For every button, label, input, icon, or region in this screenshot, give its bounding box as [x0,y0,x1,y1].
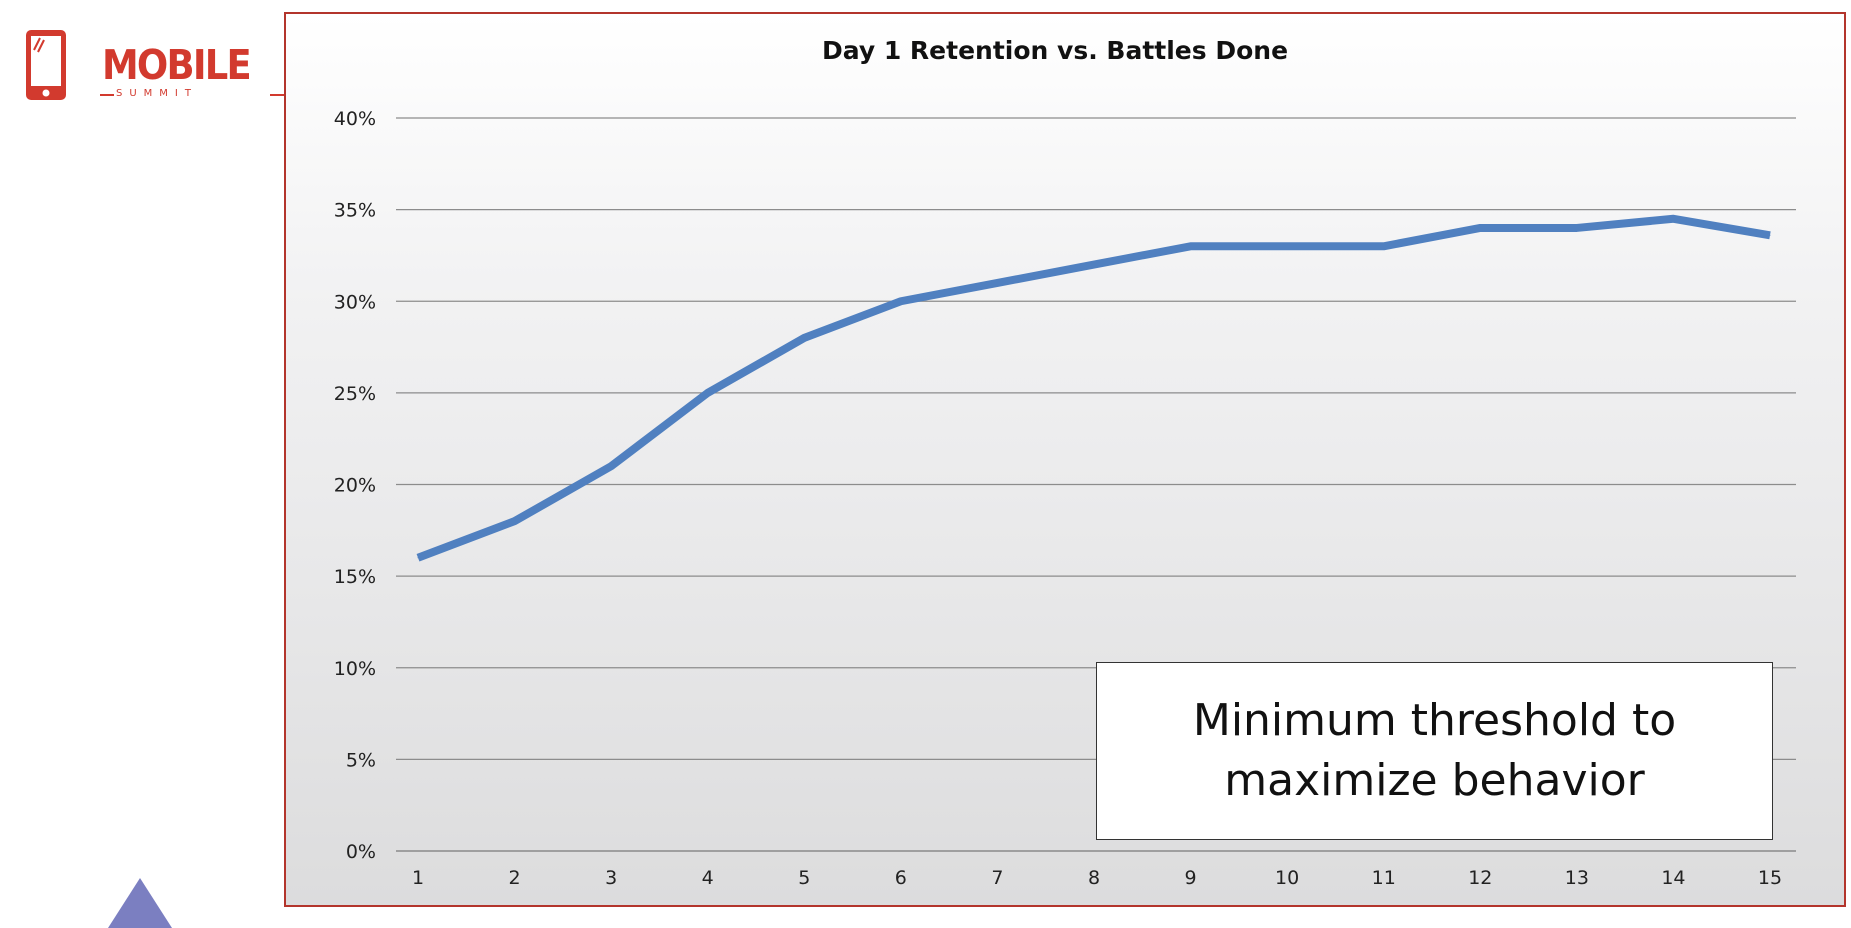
threshold-callout: Minimum threshold to maximize behavior [1096,662,1773,840]
data-point [707,392,709,394]
y-tick-label: 35% [334,200,376,222]
data-point [900,300,902,302]
data-point [1576,227,1578,229]
data-point [1769,234,1771,236]
y-tick-label: 15% [334,566,376,588]
x-tick-label: 2 [509,867,521,889]
mobile-summit-logo: MOBILE SUMMIT [22,28,285,108]
x-tick-label: 7 [991,867,1003,889]
triangle-decoration [108,878,172,928]
x-tick-label: 3 [605,867,617,889]
line-chart: Day 1 Retention vs. Battles Done 0% 5% 10%… [334,36,1796,889]
x-tick-label: 13 [1565,867,1589,889]
x-tick-label: 15 [1758,867,1782,889]
data-point [417,557,419,559]
y-tick-label: 5% [346,749,376,771]
y-tick-label: 30% [334,291,376,313]
y-tick-label: 40% [334,108,376,130]
data-point [1672,218,1674,220]
x-tick-label: 4 [702,867,714,889]
y-tick-label: 10% [334,658,376,680]
data-point [610,465,612,467]
callout-text: Minimum threshold to maximize behavior [1192,695,1677,806]
logo-name: MOBILE [102,41,252,89]
y-tick-label: 20% [334,475,376,497]
x-tick-label: 10 [1275,867,1299,889]
series-line [416,214,1771,562]
x-tick-label: 12 [1468,867,1492,889]
x-tick-label: 1 [412,867,424,889]
data-point [1286,245,1288,247]
phone-icon [26,30,66,100]
x-tick-label: 9 [1185,867,1197,889]
y-tick-label: 25% [334,383,376,405]
chart-frame: Day 1 Retention vs. Battles Done 0% 5% 10%… [284,12,1846,907]
data-point [996,282,998,284]
data-point [803,337,805,339]
data-point [1479,227,1481,229]
chart-title: Day 1 Retention vs. Battles Done [822,36,1288,65]
x-tick-label: 14 [1661,867,1685,889]
x-tick-label: 6 [895,867,907,889]
logo-tagline: SUMMIT [99,88,285,99]
x-tick-label: 5 [798,867,810,889]
data-point [1190,245,1192,247]
y-tick-label: 0% [346,841,376,863]
x-tick-label: 8 [1088,867,1100,889]
data-point [1383,245,1385,247]
data-point [514,520,516,522]
data-point [1093,264,1095,266]
x-tick-label: 11 [1372,867,1396,889]
